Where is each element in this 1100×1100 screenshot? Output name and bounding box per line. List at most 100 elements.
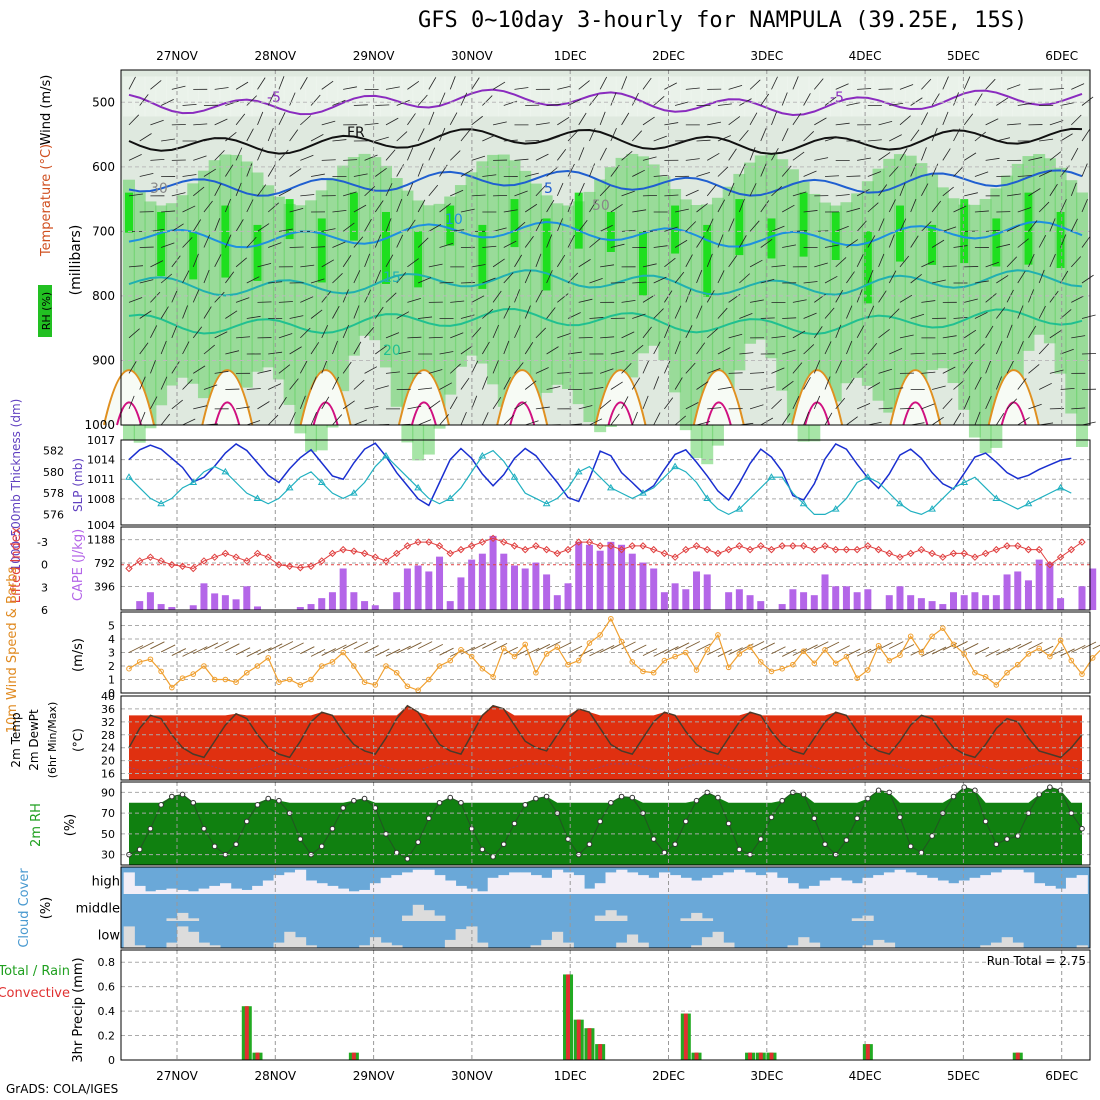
wind-barb bbox=[835, 257, 847, 268]
wind-barb bbox=[343, 86, 357, 90]
li-marker bbox=[210, 553, 219, 561]
wind-barb bbox=[332, 340, 338, 355]
wind-barb bbox=[771, 335, 786, 339]
temp-tick-label: 36 bbox=[101, 703, 115, 716]
thickness-marker bbox=[542, 499, 551, 507]
cape-bar bbox=[253, 606, 261, 610]
cape-bar bbox=[800, 592, 808, 610]
isotherm-line bbox=[128, 308, 1083, 336]
wind-barb bbox=[899, 334, 914, 339]
date-label-top: 28NOV bbox=[254, 49, 296, 63]
cape-bar bbox=[810, 595, 818, 610]
contour-label: 30 bbox=[150, 181, 168, 197]
slp-line bbox=[128, 442, 1072, 507]
wind-barb bbox=[1049, 369, 1064, 374]
hot-dome bbox=[509, 401, 536, 426]
wind-barb bbox=[739, 352, 754, 355]
wind-barb bbox=[428, 224, 442, 232]
temp-tick-label: 32 bbox=[101, 716, 115, 729]
wind-barb-10m bbox=[364, 645, 379, 653]
wind-barb bbox=[899, 255, 910, 268]
wind-barb bbox=[439, 414, 449, 426]
wind-barb bbox=[139, 133, 152, 142]
wind-barb bbox=[578, 259, 591, 268]
precip-bar-convective bbox=[694, 1052, 699, 1060]
li-marker bbox=[1003, 542, 1011, 550]
cloud-mid-fill bbox=[701, 918, 714, 921]
rh-shade bbox=[647, 164, 660, 346]
wind-barb bbox=[771, 225, 785, 232]
precip-tick-label: 0.2 bbox=[98, 1030, 116, 1043]
li-tick-label: 3 bbox=[41, 581, 48, 594]
rh-marker bbox=[426, 815, 432, 822]
wind-barb bbox=[632, 169, 645, 177]
cape-bar bbox=[500, 553, 508, 610]
wind-speed-marker bbox=[972, 669, 978, 676]
wind-barb bbox=[482, 341, 490, 355]
cape-bar bbox=[221, 595, 229, 610]
rh-shade-dry bbox=[379, 76, 392, 117]
rh-shade bbox=[1065, 180, 1078, 414]
cloud-label: Cloud Cover bbox=[17, 868, 32, 948]
wind-barb bbox=[257, 263, 272, 268]
cloud-low-fill bbox=[980, 945, 992, 948]
wind-speed-marker bbox=[640, 668, 646, 675]
rh-marker bbox=[297, 836, 304, 842]
wind-barb bbox=[910, 313, 925, 319]
wind-barb bbox=[417, 163, 424, 177]
cape-bar bbox=[907, 595, 915, 610]
wind-barb bbox=[685, 362, 696, 374]
cloud-clear-high bbox=[166, 888, 178, 894]
wind-speed-marker bbox=[875, 642, 882, 649]
li-marker bbox=[1046, 561, 1054, 569]
wind-barb bbox=[771, 76, 778, 90]
rh-marker bbox=[254, 802, 261, 808]
cape-bar bbox=[243, 586, 251, 610]
wind-barb bbox=[728, 255, 738, 268]
cloud-clear-high bbox=[776, 877, 789, 894]
wind-barb bbox=[332, 376, 339, 390]
wind-speed-marker bbox=[147, 656, 154, 663]
wind-barb bbox=[428, 184, 439, 197]
cloud-clear-high bbox=[616, 869, 628, 894]
wind-barb bbox=[171, 85, 186, 90]
cloud-clear-high bbox=[862, 877, 874, 894]
wind-barb bbox=[1070, 182, 1077, 197]
hot-dome bbox=[410, 401, 437, 426]
rh-legend-swatch bbox=[38, 285, 52, 337]
wind-speed-marker bbox=[211, 676, 218, 683]
wind-barb bbox=[289, 129, 299, 142]
wind-barb bbox=[192, 326, 203, 339]
wind-barb bbox=[1060, 348, 1074, 355]
wind-barb-10m bbox=[171, 648, 187, 656]
wind-barb bbox=[417, 237, 429, 248]
wind-barb bbox=[835, 225, 849, 232]
wind-barb bbox=[964, 298, 978, 303]
cloud-mid-fill bbox=[594, 915, 606, 921]
cape-bar bbox=[660, 592, 668, 610]
cloud-low-fill bbox=[477, 942, 489, 948]
wind-barb bbox=[343, 159, 358, 161]
wind-barb bbox=[385, 149, 396, 161]
wind-barb bbox=[889, 387, 904, 390]
rh-shade bbox=[337, 165, 350, 392]
wind-barb bbox=[846, 271, 855, 284]
wind-barb bbox=[857, 157, 872, 161]
wind-barb-10m bbox=[781, 649, 797, 657]
wind-barb bbox=[610, 243, 625, 248]
rh-marker bbox=[672, 841, 678, 848]
wind-barb bbox=[963, 329, 977, 339]
wind-barb-10m bbox=[664, 646, 679, 654]
cloud-clear-high bbox=[412, 869, 424, 894]
wind-barb bbox=[503, 414, 515, 426]
wind-barb bbox=[717, 307, 728, 319]
wind-barb bbox=[878, 218, 885, 232]
wind-barb bbox=[289, 92, 296, 106]
wind-barb bbox=[664, 257, 676, 268]
cloud-mid-fill bbox=[166, 918, 178, 921]
rh-marker bbox=[243, 818, 250, 825]
wind-speed-marker bbox=[907, 633, 914, 640]
rh-marker bbox=[201, 825, 207, 832]
cloud-low-fill bbox=[990, 942, 1003, 948]
li-marker bbox=[596, 542, 604, 550]
